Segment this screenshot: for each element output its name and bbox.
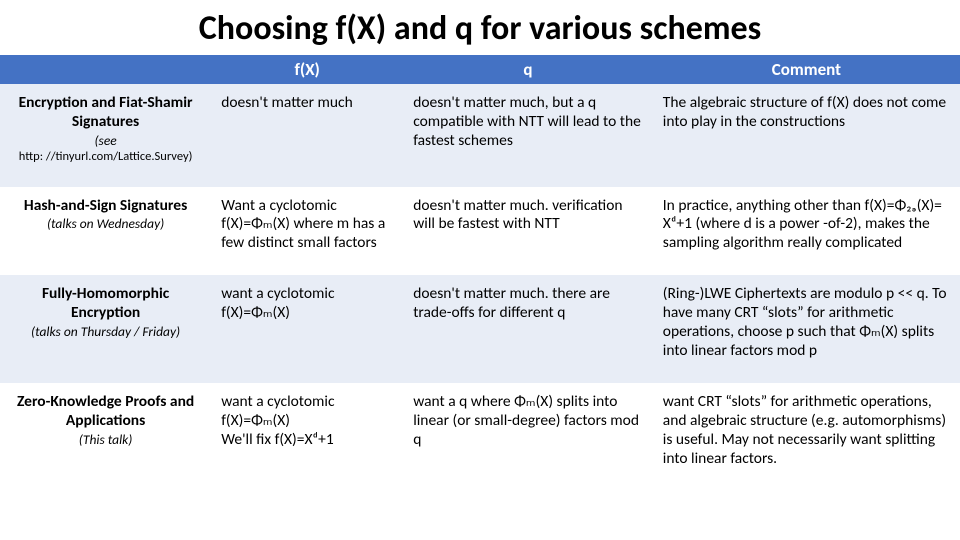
row-label-sub: (talks on Thursday / Friday)	[8, 324, 203, 340]
table-row: Zero-Knowledge Proofs and Applications (…	[0, 383, 960, 491]
row-label-main: Hash-and-Sign Signatures	[24, 196, 187, 215]
row-label-main: Zero-Knowledge Proofs and Applications	[17, 392, 194, 430]
table-row: Fully-Homomorphic Encryption (talks on T…	[0, 275, 960, 383]
row-label: Hash-and-Sign Signatures (talks on Wedne…	[0, 187, 211, 276]
cell-q: doesn't matter much. verification will b…	[403, 187, 653, 276]
row-label-sub: (see	[8, 133, 203, 149]
cell-comment: want CRT “slots” for arithmetic operatio…	[653, 383, 960, 491]
row-label-sub: (talks on Wednesday)	[8, 216, 203, 232]
table-row: Hash-and-Sign Signatures (talks on Wedne…	[0, 187, 960, 276]
row-label-main: Encryption and Fiat-Shamir Signatures	[19, 93, 193, 131]
cell-q: want a q where Φₘ(X) splits into linear …	[403, 383, 653, 491]
cell-comment: (Ring-)LWE Ciphertexts are modulo p << q…	[653, 275, 960, 383]
row-label: Zero-Knowledge Proofs and Applications (…	[0, 383, 211, 491]
table-row: Encryption and Fiat-Shamir Signatures (s…	[0, 84, 960, 187]
col-header-scheme	[0, 55, 211, 84]
cell-q: doesn't matter much, but a q compatible …	[403, 84, 653, 187]
cell-comment: In practice, anything other than f(X)=Φ₂…	[653, 187, 960, 276]
row-label-sub: (This talk)	[8, 432, 203, 448]
row-label: Fully-Homomorphic Encryption (talks on T…	[0, 275, 211, 383]
schemes-table: f(X) q Comment Encryption and Fiat-Shami…	[0, 55, 960, 491]
row-label-link: http: //tinyurl.com/Lattice.Survey)	[8, 149, 203, 164]
row-label: Encryption and Fiat-Shamir Signatures (s…	[0, 84, 211, 187]
col-header-q: q	[403, 55, 653, 84]
table-header-row: f(X) q Comment	[0, 55, 960, 84]
cell-fx: want a cyclotomic f(X)=Φₘ(X) We'll fix f…	[211, 383, 403, 491]
cell-comment: The algebraic structure of f(X) does not…	[653, 84, 960, 187]
cell-fx: want a cyclotomic f(X)=Φₘ(X)	[211, 275, 403, 383]
cell-fx: Want a cyclotomic f(X)=Φₘ(X) where m has…	[211, 187, 403, 276]
col-header-comment: Comment	[653, 55, 960, 84]
slide: Choosing f(X) and q for various schemes …	[0, 0, 960, 540]
page-title: Choosing f(X) and q for various schemes	[0, 8, 960, 49]
cell-fx: doesn't matter much	[211, 84, 403, 187]
col-header-fx: f(X)	[211, 55, 403, 84]
cell-q: doesn't matter much. there are trade-off…	[403, 275, 653, 383]
row-label-main: Fully-Homomorphic Encryption	[42, 284, 169, 322]
